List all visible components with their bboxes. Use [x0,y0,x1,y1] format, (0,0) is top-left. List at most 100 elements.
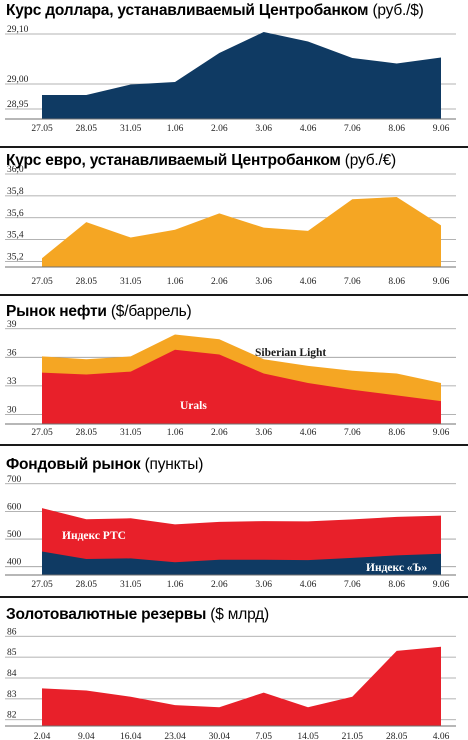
x-tick-label: 3.06 [255,428,272,438]
x-tick-label: 7.05 [255,732,272,740]
oil-market-title-text: Рынок нефти [6,303,107,320]
y-tick-label: 39 [7,320,17,330]
x-tick-label: 2.04 [34,732,51,740]
y-tick-label: 85 [7,648,17,658]
x-tick-label: 8.06 [388,428,405,438]
eur-rate-title-text: Курс евро, устанавливаемый Центробанком [6,152,341,169]
stock-market-title-text: Фондовый рынок [6,456,141,473]
reserves-title: Золотовалютные резервы ($ млрд) [6,606,269,624]
x-tick-label: 8.06 [388,580,405,590]
x-tick-label: 7.06 [344,428,361,438]
reserves-unit: ($ млрд) [210,606,269,623]
usd-rate-title-text: Курс доллара, устанавливаемый Центробанк… [6,2,369,19]
x-tick-label: 8.06 [388,124,405,134]
x-tick-label: 3.06 [255,580,272,590]
series-label: Urals [180,400,207,412]
x-tick-label: 27.05 [31,124,53,134]
series-label: Siberian Light [255,347,326,359]
panel-divider [0,596,468,598]
x-tick-label: 28.05 [76,580,98,590]
area-series-1 [42,32,441,119]
x-tick-label: 9.06 [433,580,450,590]
y-tick-label: 35,8 [7,187,24,197]
x-tick-label: 28.05 [76,124,98,134]
eur-rate-chart: 35,2 35,4 35,6 35,8 36,0 27.05 28.05 31.05 1.06 2… [5,165,456,287]
x-tick-label: 4.06 [433,732,450,740]
stock-market-chart: 400 500 600 700 27.05 28.05 31.05 1.06 2.06 3.06 4… [5,475,456,590]
x-tick-label: 14.05 [297,732,319,740]
y-tick-label: 29,10 [7,25,29,35]
oil-market-panel: Рынок нефти ($/баррель) 30 33 36 39 27.05 28.… [0,296,468,446]
oil-market-unit: ($/баррель) [110,303,192,320]
x-tick-label: 27.05 [31,580,53,590]
panel-divider [0,146,468,148]
x-tick-label: 27.05 [31,428,53,438]
eur-rate-unit: (руб./€) [344,152,397,169]
panel-divider [0,444,468,446]
x-tick-label: 2.06 [211,124,228,134]
x-tick-label: 2.06 [211,277,228,287]
usd-rate-panel: Курс доллара, устанавливаемый Центробанк… [0,0,468,148]
series-label: Индекс РТС [62,530,126,542]
stock-market-title: Фондовый рынок (пункты) [6,456,203,474]
area-series-1 [42,197,441,267]
y-tick-label: 28,95 [7,100,29,110]
reserves-chart: 82 83 84 85 86 2.04 9.04 16.04 23.04 30.04 7.05 14.… [5,627,456,740]
x-tick-label: 2.06 [211,580,228,590]
y-tick-label: 36 [7,348,17,358]
y-tick-label: 84 [7,669,17,679]
area-series-2 [42,349,441,424]
y-tick-label: 86 [7,627,17,637]
x-tick-label: 28.05 [76,428,98,438]
y-tick-label: 30 [7,405,17,415]
x-tick-label: 1.06 [167,428,184,438]
y-tick-label: 35,2 [7,253,24,263]
y-tick-label: 33 [7,377,17,387]
usd-rate-title: Курс доллара, устанавливаемый Центробанк… [6,2,424,20]
x-tick-label: 21.05 [342,732,364,740]
y-tick-label: 35,6 [7,209,24,219]
x-tick-label: 31.05 [120,277,142,287]
x-tick-label: 4.06 [300,580,317,590]
y-tick-label: 500 [7,530,22,540]
x-tick-label: 4.06 [300,124,317,134]
x-tick-label: 3.06 [255,124,272,134]
y-tick-label: 29,00 [7,75,29,85]
x-tick-label: 7.06 [344,580,361,590]
x-tick-label: 9.06 [433,124,450,134]
x-tick-label: 1.06 [167,124,184,134]
eur-rate-title: Курс евро, устанавливаемый Центробанком … [6,152,396,170]
eur-rate-panel: Курс евро, устанавливаемый Центробанком … [0,148,468,296]
reserves-title-text: Золотовалютные резервы [6,606,207,623]
x-tick-label: 31.05 [120,580,142,590]
area-series-1 [42,646,441,726]
x-tick-label: 23.04 [164,732,186,740]
x-tick-label: 31.05 [120,428,142,438]
x-tick-label: 28.05 [76,277,98,287]
x-tick-label: 28.05 [386,732,408,740]
y-tick-label: 700 [7,475,22,485]
reserves-panel: Золотовалютные резервы ($ млрд) 82 83 84 85… [0,598,468,740]
x-tick-label: 4.06 [300,277,317,287]
y-tick-label: 36,0 [7,165,24,175]
area-series-2 [42,551,441,575]
stock-market-unit: (пункты) [144,456,204,473]
x-tick-label: 16.04 [120,732,142,740]
y-tick-label: 400 [7,558,22,568]
x-tick-label: 9.06 [433,277,450,287]
x-tick-label: 31.05 [120,124,142,134]
x-tick-label: 27.05 [31,277,53,287]
series-label: Индекс «Ъ» [366,562,427,574]
y-tick-label: 83 [7,690,17,700]
x-tick-label: 3.06 [255,277,272,287]
x-tick-label: 4.06 [300,428,317,438]
oil-market-title: Рынок нефти ($/баррель) [6,303,192,321]
oil-market-chart: 30 33 36 39 27.05 28.05 31.05 1.06 2.06 3.06 4.06 7… [5,320,456,438]
x-tick-label: 2.06 [211,428,228,438]
x-tick-label: 1.06 [167,277,184,287]
y-tick-label: 35,4 [7,231,24,241]
y-tick-label: 600 [7,502,22,512]
usd-rate-unit: (руб./$) [372,2,424,19]
x-tick-label: 1.06 [167,580,184,590]
x-tick-label: 9.06 [433,428,450,438]
